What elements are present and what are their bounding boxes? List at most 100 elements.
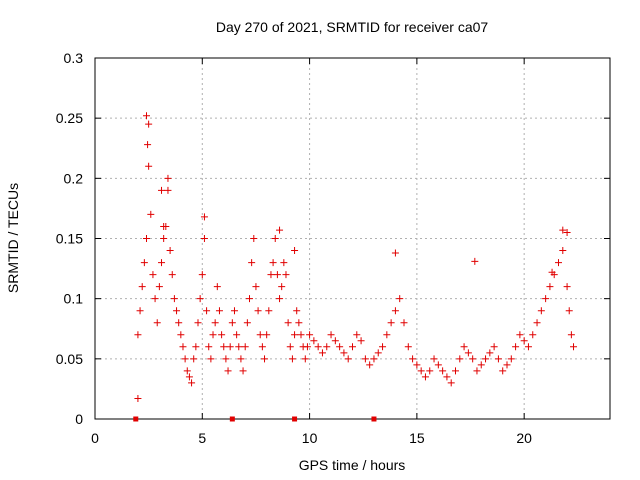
data-point bbox=[158, 259, 166, 267]
data-point bbox=[503, 361, 511, 369]
data-point bbox=[366, 361, 374, 369]
data-point bbox=[213, 283, 221, 291]
data-point bbox=[490, 343, 498, 351]
data-point bbox=[145, 120, 153, 128]
data-point bbox=[144, 141, 152, 149]
data-point bbox=[464, 349, 472, 357]
data-point bbox=[318, 349, 326, 357]
baseline-markers bbox=[133, 416, 377, 422]
data-point bbox=[271, 235, 279, 242]
data-point bbox=[188, 379, 196, 387]
data-point bbox=[559, 226, 567, 234]
data-point bbox=[460, 343, 468, 351]
x-axis-label: GPS time / hours bbox=[299, 457, 406, 473]
data-point bbox=[349, 343, 356, 351]
data-point bbox=[353, 331, 361, 339]
data-point bbox=[370, 355, 378, 363]
grid-lines bbox=[95, 58, 610, 419]
data-point bbox=[524, 343, 532, 351]
x-tick-label: 5 bbox=[198, 430, 206, 446]
data-point bbox=[134, 395, 142, 403]
data-point bbox=[138, 283, 146, 291]
data-point bbox=[284, 319, 292, 327]
data-point bbox=[396, 295, 404, 303]
data-point bbox=[145, 162, 153, 170]
data-point bbox=[443, 373, 451, 381]
data-point bbox=[228, 319, 236, 327]
y-tick-label: 0.2 bbox=[64, 170, 84, 186]
data-point bbox=[400, 319, 408, 327]
data-point bbox=[224, 367, 232, 375]
data-point bbox=[267, 271, 275, 279]
data-point bbox=[243, 319, 251, 327]
data-point bbox=[151, 295, 159, 303]
chart-title: Day 270 of 2021, SRMTID for receiver ca0… bbox=[216, 19, 489, 35]
data-point bbox=[170, 295, 178, 303]
y-tick-label: 0 bbox=[75, 411, 83, 427]
data-point bbox=[314, 343, 322, 351]
x-tick-label: 0 bbox=[91, 430, 99, 446]
data-point bbox=[230, 307, 238, 315]
data-point bbox=[233, 331, 241, 339]
data-point bbox=[250, 235, 258, 242]
data-point bbox=[273, 271, 281, 279]
data-point bbox=[374, 349, 382, 357]
data-point bbox=[391, 249, 399, 257]
data-point bbox=[383, 331, 391, 339]
data-point bbox=[336, 343, 344, 351]
data-point bbox=[252, 283, 260, 291]
data-point bbox=[136, 307, 144, 315]
data-point bbox=[183, 367, 191, 375]
plot-frame bbox=[94, 57, 611, 420]
baseline-marker bbox=[371, 416, 377, 422]
data-point bbox=[379, 343, 387, 351]
data-point bbox=[533, 319, 541, 327]
data-point bbox=[297, 331, 305, 339]
data-point bbox=[331, 337, 339, 345]
data-point bbox=[276, 295, 284, 303]
data-point bbox=[263, 331, 271, 339]
data-point bbox=[241, 343, 249, 351]
data-point bbox=[200, 235, 208, 242]
data-point bbox=[357, 337, 365, 345]
data-point bbox=[413, 361, 421, 369]
data-point bbox=[203, 307, 211, 315]
data-point bbox=[194, 319, 202, 327]
data-point bbox=[143, 112, 150, 120]
data-point bbox=[190, 355, 198, 363]
data-point bbox=[237, 355, 245, 363]
data-point bbox=[291, 247, 299, 255]
baseline-marker bbox=[292, 416, 298, 422]
data-point bbox=[323, 343, 331, 351]
data-point bbox=[499, 367, 507, 375]
data-point bbox=[220, 343, 228, 351]
x-axis-ticks: 0 5 10 15 20 bbox=[91, 58, 532, 446]
data-point bbox=[387, 319, 395, 327]
data-point bbox=[168, 271, 176, 279]
data-point bbox=[147, 210, 155, 218]
data-point bbox=[295, 319, 303, 327]
data-point bbox=[246, 295, 253, 303]
y-tick-label: 0.1 bbox=[64, 291, 84, 307]
y-tick-label: 0.15 bbox=[56, 231, 83, 247]
data-point bbox=[160, 235, 168, 242]
data-point bbox=[344, 355, 352, 363]
data-point bbox=[261, 355, 269, 363]
data-point bbox=[409, 355, 417, 363]
data-point bbox=[507, 355, 515, 363]
data-point bbox=[421, 373, 429, 381]
data-point bbox=[301, 355, 309, 363]
data-point bbox=[473, 367, 481, 375]
x-tick-label: 20 bbox=[516, 430, 532, 446]
data-point bbox=[140, 259, 148, 267]
data-point bbox=[293, 307, 301, 315]
data-point bbox=[456, 355, 464, 363]
data-point bbox=[258, 343, 266, 351]
data-point bbox=[155, 283, 163, 291]
data-point bbox=[209, 331, 217, 339]
data-point bbox=[134, 331, 142, 339]
data-point bbox=[164, 174, 172, 182]
data-point bbox=[565, 307, 573, 315]
baseline-marker bbox=[133, 416, 139, 422]
y-axis-label: SRMTID / TECUs bbox=[5, 183, 21, 293]
